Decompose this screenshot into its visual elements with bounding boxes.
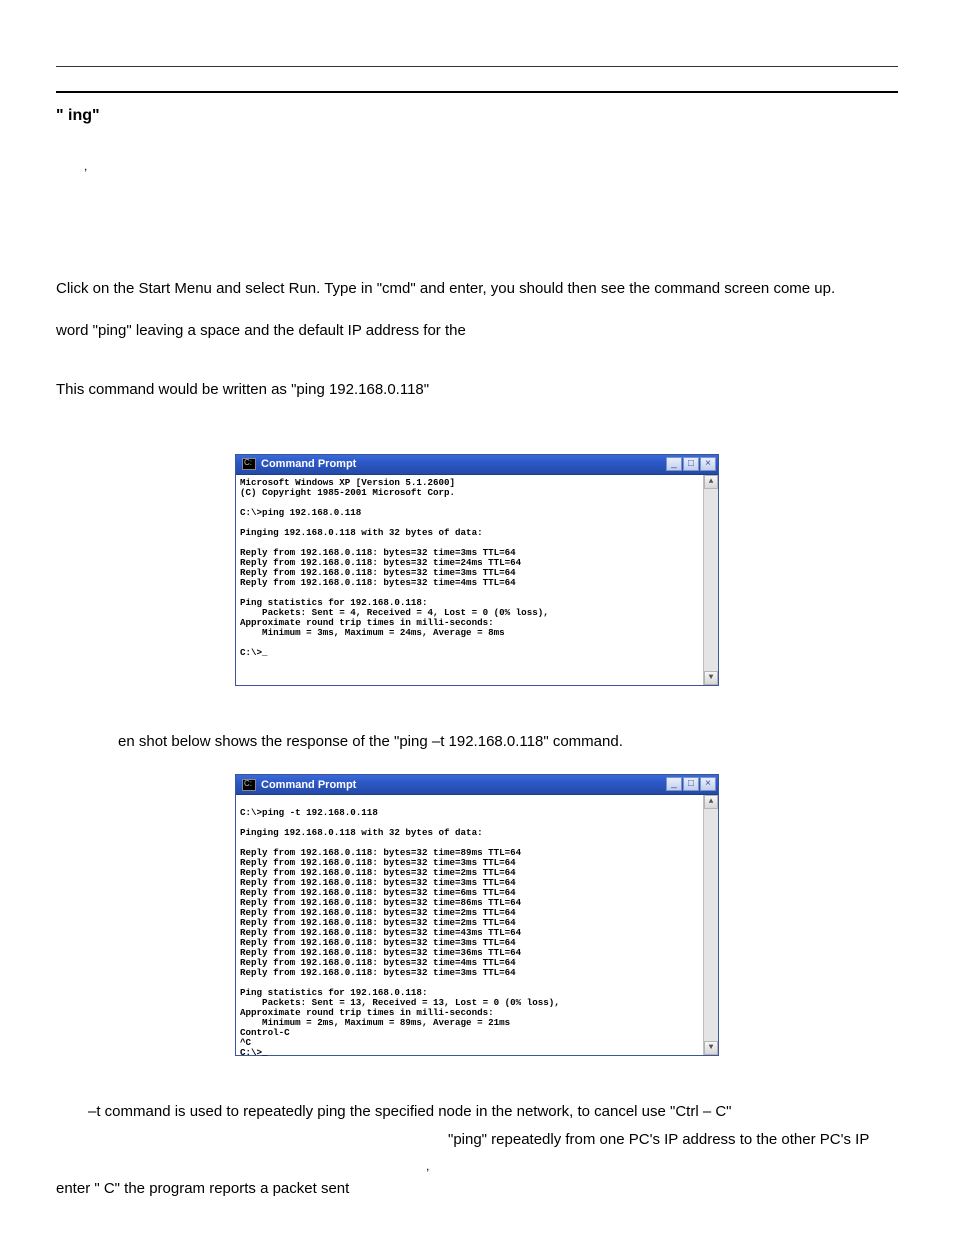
scrollbar-2[interactable]: ▲ ▼ — [703, 795, 718, 1055]
cmd-icon: C: — [242, 779, 256, 791]
top-rule-heavy — [56, 91, 898, 93]
scroll-up-icon[interactable]: ▲ — [704, 475, 718, 489]
stray-comma-top: , — [84, 159, 898, 173]
scrollbar-1[interactable]: ▲ ▼ — [703, 475, 718, 685]
section-title: " ing" — [56, 107, 898, 125]
scroll-up-icon[interactable]: ▲ — [704, 795, 718, 809]
scroll-down-icon[interactable]: ▼ — [704, 671, 718, 685]
tail-para-2: "ping" repeatedly from one PC's IP addre… — [448, 1130, 898, 1150]
scroll-down-icon[interactable]: ▼ — [704, 1041, 718, 1055]
para-2: word "ping" leaving a space and the defa… — [56, 321, 898, 341]
tail-para-1: –t command is used to repeatedly ping th… — [88, 1102, 898, 1122]
cmd-output-1: Microsoft Windows XP [Version 5.1.2600] … — [236, 475, 718, 685]
cmd-window-1: C: Command Prompt _ □ × Microsoft Window… — [235, 454, 719, 686]
cmd-window-2: C: Command Prompt _ □ × C:\>ping -t 192.… — [235, 774, 719, 1056]
mid-para: en shot below shows the response of the … — [118, 732, 898, 752]
close-button[interactable]: × — [700, 457, 716, 471]
close-button[interactable]: × — [700, 777, 716, 791]
para-3: This command would be written as "ping 1… — [56, 380, 898, 400]
cmd-output-2: C:\>ping -t 192.168.0.118 Pinging 192.16… — [236, 795, 718, 1055]
maximize-button[interactable]: □ — [683, 777, 699, 791]
maximize-button[interactable]: □ — [683, 457, 699, 471]
cmd-title-text: Command Prompt — [261, 458, 356, 470]
tail-para-3: enter " C" the program reports a packet … — [56, 1179, 898, 1199]
cmd-titlebar-1[interactable]: C: Command Prompt _ □ × — [236, 455, 718, 475]
stray-comma-mid: , — [426, 1159, 898, 1173]
cmd-icon: C: — [242, 458, 256, 470]
cmd-titlebar-2[interactable]: C: Command Prompt _ □ × — [236, 775, 718, 795]
cmd-title-text: Command Prompt — [261, 779, 356, 791]
minimize-button[interactable]: _ — [666, 777, 682, 791]
para-1: Click on the Start Menu and select Run. … — [56, 279, 898, 299]
minimize-button[interactable]: _ — [666, 457, 682, 471]
